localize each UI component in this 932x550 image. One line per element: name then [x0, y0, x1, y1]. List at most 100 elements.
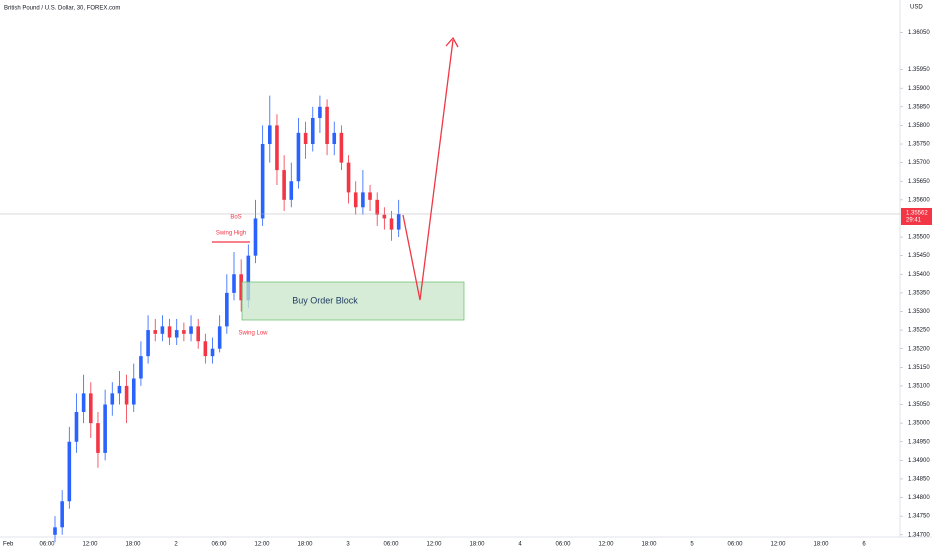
y-tick-label: 1.35800 — [908, 123, 930, 129]
candle-body — [196, 326, 200, 342]
candle-body — [396, 213, 401, 230]
y-tick-label: 1.34800 — [908, 495, 930, 501]
x-tick-label: 18:00 — [813, 542, 829, 548]
y-tick-label: 1.35500 — [908, 235, 930, 241]
candle-body — [89, 393, 93, 424]
candle-body — [146, 330, 150, 357]
y-tick-label: 1.34950 — [908, 439, 930, 445]
candle-body — [217, 326, 222, 349]
chart-title: British Pound / U.S. Dollar, 30, FOREX.c… — [4, 6, 120, 12]
x-tick-label: 12:00 — [426, 542, 442, 548]
order-block-label: Buy Order Block — [292, 295, 358, 305]
y-tick-label: 1.35000 — [908, 421, 930, 427]
arrow-head — [445, 36, 459, 48]
y-tick-label: 1.35400 — [908, 272, 930, 278]
candle-body — [382, 214, 387, 219]
candle-body — [103, 404, 107, 453]
last-price-box — [901, 207, 932, 225]
x-tick-label: 12:00 — [82, 542, 98, 548]
x-tick-label: 2 — [174, 542, 178, 548]
candle-body — [246, 255, 251, 301]
x-tick-label: 06:00 — [555, 542, 571, 548]
order-block-box — [241, 281, 465, 321]
candle-body — [174, 330, 179, 338]
candle-body — [131, 378, 136, 405]
candle-body — [53, 527, 57, 535]
candle-body — [74, 411, 79, 442]
x-tick-label: 12:00 — [254, 542, 270, 548]
y-tick-label: 1.36050 — [908, 30, 930, 36]
candle-body — [268, 125, 272, 145]
candle-body — [225, 292, 229, 327]
candle-body — [81, 393, 86, 412]
candle-body — [318, 106, 322, 118]
swing-low-label: Swing Low — [238, 331, 268, 337]
candle-body — [117, 385, 122, 394]
y-tick-label: 1.35100 — [908, 383, 930, 389]
x-tick-label: 18:00 — [297, 542, 313, 548]
y-tick-label: 1.35850 — [908, 104, 930, 110]
y-tick-label: 1.35300 — [908, 309, 930, 315]
projection-arrow — [402, 39, 454, 301]
swing-high-label: Swing High — [216, 231, 246, 237]
x-tick-label: 18:00 — [469, 542, 485, 548]
y-tick-label: 1.34850 — [908, 477, 930, 483]
x-tick-label: 06:00 — [727, 542, 743, 548]
candle-body — [282, 170, 286, 200]
candle-body — [368, 192, 372, 200]
candle-body — [96, 423, 100, 453]
x-tick-label: 4 — [518, 542, 522, 548]
candle-body — [332, 132, 337, 145]
candle-body — [310, 117, 315, 145]
candle-body — [160, 326, 165, 334]
y-tick-label: 1.35250 — [908, 328, 930, 334]
y-tick-label: 1.34750 — [908, 514, 930, 520]
y-tick-label: 1.35150 — [908, 365, 930, 371]
candle-body — [110, 393, 115, 405]
candle-body — [60, 501, 64, 528]
x-tick-label: 06:00 — [211, 542, 227, 548]
y-tick-label: 1.34900 — [908, 458, 930, 464]
candle-body — [139, 356, 143, 379]
candle-body — [339, 132, 344, 163]
candle-body — [124, 385, 129, 405]
x-tick-label: 18:00 — [125, 542, 141, 548]
x-tick-label: 06:00 — [383, 542, 399, 548]
x-tick-label: Feb — [3, 542, 14, 548]
y-tick-label: 1.35600 — [908, 197, 930, 203]
candle-body — [203, 341, 208, 357]
candle-body — [182, 330, 186, 334]
y-tick-label: 1.35450 — [908, 253, 930, 259]
y-tick-label: 1.34700 — [908, 532, 930, 538]
candle-body — [260, 144, 265, 219]
candle-body — [389, 218, 394, 230]
x-tick-label: 6 — [862, 542, 866, 548]
candle-body — [325, 106, 329, 145]
candle-body — [361, 192, 365, 208]
y-tick-label: 1.35350 — [908, 290, 930, 296]
candle-body — [189, 326, 193, 334]
x-tick-label: 5 — [690, 542, 694, 548]
candle-body — [210, 348, 215, 357]
x-tick-label: 18:00 — [641, 542, 657, 548]
y-tick-label: 1.35750 — [908, 142, 930, 148]
candle-body — [289, 181, 294, 200]
candle-body — [275, 125, 279, 171]
candle-body — [346, 162, 351, 193]
y-tick-label: 1.35700 — [908, 160, 930, 166]
candle-body — [67, 441, 72, 502]
y-tick-label: 1.35900 — [908, 86, 930, 92]
bos-label: BoS — [230, 215, 241, 221]
currency-label: USD — [910, 5, 923, 11]
candle-body — [167, 326, 172, 338]
x-tick-label: 3 — [346, 542, 350, 548]
x-tick-label: 12:00 — [770, 542, 786, 548]
candle-body — [303, 132, 308, 145]
x-tick-label: 12:00 — [598, 542, 614, 548]
last-price-label: 1.35562 — [906, 211, 928, 217]
countdown-label: 29:41 — [906, 218, 922, 224]
y-tick-label: 1.35050 — [908, 402, 930, 408]
candle-body — [232, 274, 236, 293]
